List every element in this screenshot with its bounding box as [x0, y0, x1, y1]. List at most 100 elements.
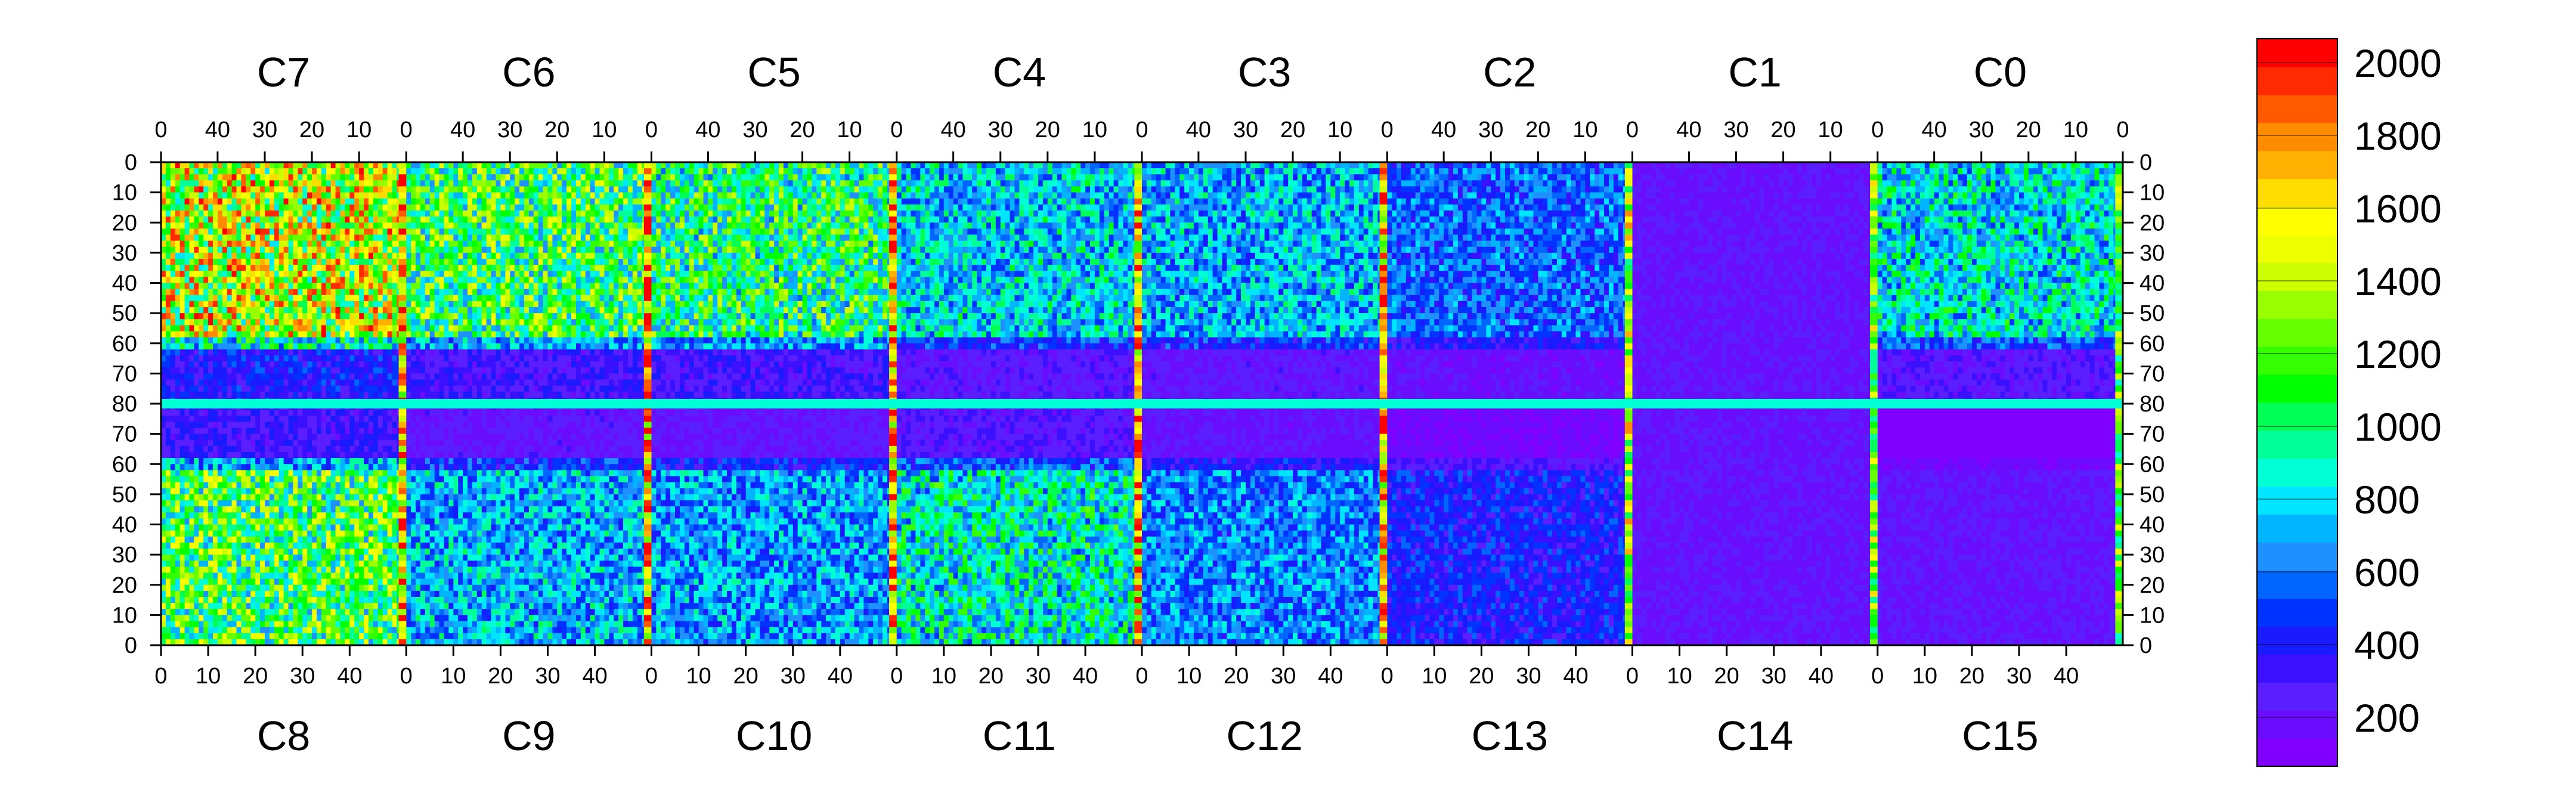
heatmap-cell	[628, 193, 633, 199]
heatmap-cell	[298, 332, 303, 338]
heatmap-cell	[373, 289, 379, 296]
heatmap-cell	[416, 241, 421, 247]
heatmap-cell	[336, 373, 341, 380]
heatmap-cell	[552, 338, 558, 344]
heatmap-cell	[496, 367, 501, 374]
heatmap-cell	[388, 259, 393, 265]
heatmap-cell	[232, 386, 237, 392]
heatmap-cell	[246, 380, 251, 386]
heatmap-cell	[241, 313, 246, 320]
heatmap-cell	[637, 247, 643, 253]
heatmap-cell	[312, 283, 317, 290]
heatmap-cell	[477, 338, 482, 344]
heatmap-cell	[349, 168, 355, 175]
heatmap-cell	[586, 301, 591, 308]
heatmap-cell	[590, 193, 596, 199]
heatmap-cell	[430, 367, 435, 374]
heatmap-cell	[388, 283, 393, 290]
heatmap-cell	[388, 386, 393, 392]
heatmap-cell	[500, 259, 506, 265]
heatmap-cell	[189, 325, 194, 332]
heatmap-cell	[487, 380, 492, 386]
heatmap-cell	[515, 332, 520, 338]
heatmap-cell	[345, 235, 350, 242]
heatmap-cell	[246, 355, 251, 362]
heatmap-cell	[557, 301, 562, 308]
heatmap-cell	[576, 355, 581, 362]
heatmap-cell	[246, 205, 251, 211]
heatmap-cell	[345, 271, 350, 277]
heatmap-cell	[232, 180, 237, 187]
heatmap-cell	[538, 216, 544, 223]
heatmap-cell	[557, 289, 562, 296]
heatmap-cell	[482, 193, 487, 199]
heatmap-cell	[435, 162, 440, 169]
heatmap-cell	[444, 355, 450, 362]
heatmap-cell	[491, 277, 497, 283]
heatmap-cell	[444, 174, 450, 181]
heatmap-cell	[600, 259, 605, 265]
heatmap-cell	[171, 259, 176, 265]
heatmap-cell	[628, 265, 633, 271]
heatmap-cell	[203, 373, 209, 380]
heatmap-cell	[600, 283, 605, 290]
heatmap-cell	[628, 325, 633, 332]
heatmap-cell	[425, 295, 431, 302]
heatmap-cell	[590, 265, 596, 271]
heatmap-cell	[250, 216, 256, 223]
heatmap-cell	[487, 355, 492, 362]
heatmap-cell	[171, 319, 176, 326]
heatmap-cell	[312, 241, 317, 247]
heatmap-cell	[246, 343, 251, 350]
heatmap-cell	[500, 380, 506, 386]
heatmap-cell	[166, 343, 171, 350]
heatmap-cell	[600, 338, 605, 344]
heatmap-cell	[392, 325, 398, 332]
heatmap-cell	[336, 168, 341, 175]
heatmap-cell	[284, 349, 289, 356]
heatmap-cell	[185, 205, 190, 211]
heatmap-cell	[237, 319, 242, 326]
heatmap-cell	[576, 289, 581, 296]
heatmap-cell	[274, 361, 280, 368]
heatmap-cell	[317, 265, 322, 271]
heatmap-cell	[331, 319, 336, 326]
heatmap-cell	[416, 380, 421, 386]
heatmap-cell	[430, 373, 435, 380]
heatmap-cell	[604, 392, 609, 398]
heatmap-cell	[340, 216, 346, 223]
heatmap-cell	[538, 283, 544, 290]
heatmap-cell	[467, 162, 473, 169]
heatmap-cell	[467, 271, 473, 277]
heatmap-cell	[175, 361, 181, 368]
heatmap-cell	[185, 338, 190, 344]
heatmap-cell	[298, 247, 303, 253]
heatmap-cell	[586, 216, 591, 223]
heatmap-cell	[411, 289, 416, 296]
heatmap-cell	[298, 367, 303, 374]
heatmap-cell	[373, 210, 379, 217]
heatmap-cell	[189, 386, 194, 392]
heatmap-cell	[388, 349, 393, 356]
heatmap-cell	[227, 367, 233, 374]
heatmap-cell	[241, 338, 246, 344]
heatmap-cell	[534, 259, 539, 265]
heatmap-cell	[600, 216, 605, 223]
heatmap-cell	[383, 187, 388, 193]
heatmap-cell	[180, 271, 185, 277]
heatmap-cell	[420, 241, 426, 247]
heatmap-cell	[185, 235, 190, 242]
heatmap-cell	[623, 325, 628, 332]
heatmap-cell	[458, 222, 463, 229]
heatmap-cell	[383, 253, 388, 259]
heatmap-cell	[213, 199, 218, 205]
heatmap-cell	[538, 259, 544, 265]
heatmap-cell	[548, 392, 553, 398]
heatmap-cell	[411, 349, 416, 356]
heatmap-cell	[185, 301, 190, 308]
heatmap-cell	[171, 187, 176, 193]
heatmap-cell	[416, 307, 421, 314]
heatmap-cell	[618, 241, 624, 247]
heatmap-cell	[628, 367, 633, 374]
heatmap-cell	[189, 373, 194, 380]
